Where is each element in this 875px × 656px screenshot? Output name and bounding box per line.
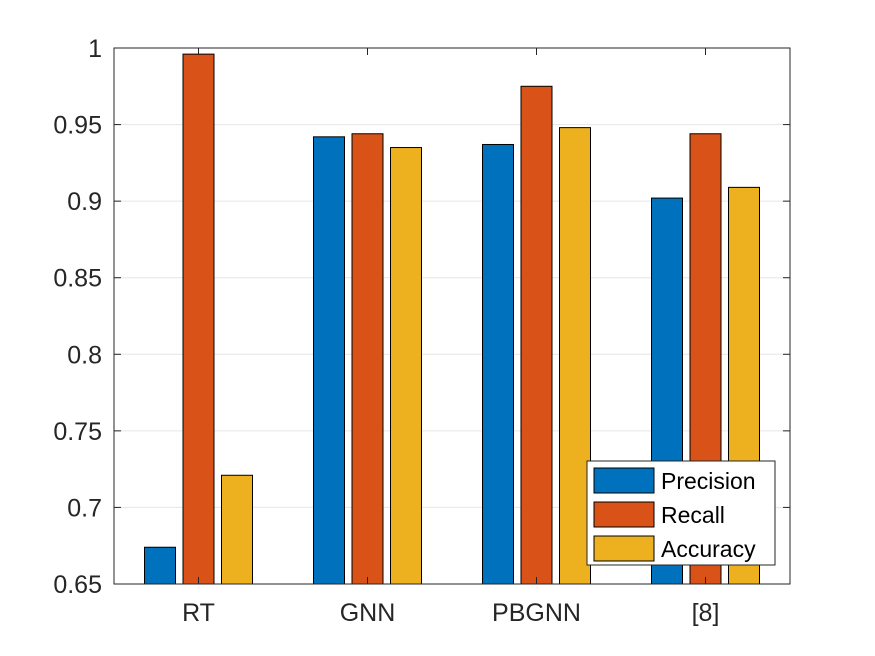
x-tick-label: RT bbox=[182, 599, 215, 627]
bar-precision bbox=[144, 546, 176, 585]
y-tick-label: 0.75 bbox=[53, 418, 102, 446]
bar-accuracy bbox=[221, 474, 253, 585]
legend-label: Recall bbox=[661, 502, 725, 528]
x-tick-label: [8] bbox=[692, 599, 720, 627]
x-axis: RT GNN PBGNN [8] bbox=[182, 48, 719, 627]
axes-box bbox=[113, 47, 791, 585]
x-tick-label: GNN bbox=[340, 599, 396, 627]
y-tick-label: 1 bbox=[88, 35, 102, 63]
y-tick-label: 0.7 bbox=[67, 494, 102, 522]
legend-swatch bbox=[593, 467, 655, 494]
bar-accuracy bbox=[390, 147, 422, 585]
grid-lines bbox=[114, 124, 790, 508]
y-axis: 0.65 0.7 0.75 0.8 0.85 0.9 0.95 1 bbox=[53, 35, 790, 599]
bar-accuracy bbox=[559, 127, 591, 585]
legend: Precision Recall Accuracy bbox=[586, 460, 776, 566]
legend-label: Precision bbox=[661, 468, 756, 494]
legend-label: Accuracy bbox=[661, 536, 756, 562]
bar-precision bbox=[482, 143, 514, 585]
bar-recall bbox=[182, 53, 215, 585]
y-tick-label: 0.95 bbox=[53, 112, 102, 140]
y-tick-label: 0.8 bbox=[67, 341, 102, 369]
x-tick-label: PBGNN bbox=[492, 599, 581, 627]
y-tick-label: 0.85 bbox=[53, 265, 102, 293]
bar-recall bbox=[351, 133, 384, 585]
y-tick-label: 0.9 bbox=[67, 188, 102, 216]
legend-swatch bbox=[593, 535, 655, 562]
bar-precision bbox=[313, 136, 345, 585]
legend-swatch bbox=[593, 501, 655, 528]
y-tick-label: 0.65 bbox=[53, 571, 102, 599]
bar-recall bbox=[520, 85, 553, 585]
